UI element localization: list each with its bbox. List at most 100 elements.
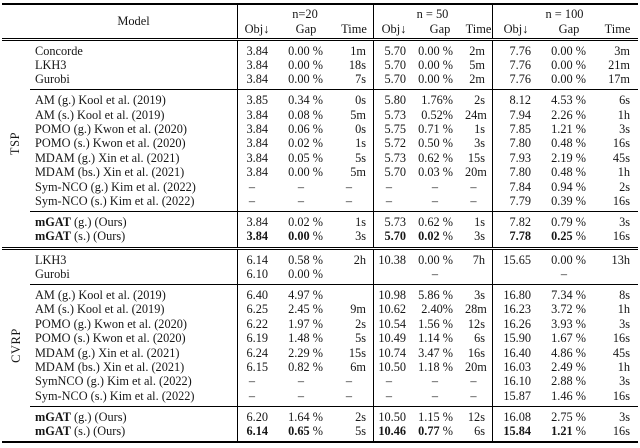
n50-obj-cell: 5.70	[384, 57, 406, 72]
n20-gap-cell: 0.00 %	[288, 229, 323, 244]
n20-time-cell: 18s	[348, 57, 366, 72]
model-cell: mGAT (g.) (Ours)	[35, 214, 127, 229]
n20-time-cell: 1s	[355, 214, 366, 229]
n20-gap-cell: 0.00 %	[288, 165, 323, 180]
n50-gap-cell: –	[431, 267, 439, 282]
n20-gap-cell: 0.00 %	[288, 43, 323, 58]
n100-gap-cell: 3.72 %	[551, 302, 586, 317]
n20-time-cell: 1s	[355, 136, 366, 151]
table-row: Gurobi 3.84 0.00 % 7s 5.70 0.00 % 2m 7.76 0.00 %…	[2, 72, 638, 86]
n50-gap-cell: 0.00 %	[418, 57, 453, 72]
n50-time-cell: 6s	[474, 331, 485, 346]
n50-gap-cell: –	[431, 179, 439, 194]
column-header-n50-time: Time	[465, 21, 492, 36]
n20-time-cell: –	[345, 179, 353, 194]
n100-obj-cell: 15.90	[503, 331, 531, 346]
n50-time-cell: 7h	[472, 252, 485, 267]
n50-time-cell: 12s	[467, 409, 485, 424]
n100-time-cell: 3s	[619, 374, 630, 389]
n50-time-cell: –	[470, 374, 477, 389]
n20-obj-cell: 3.84	[246, 165, 268, 180]
n100-obj-cell: 15.65	[503, 252, 531, 267]
n100-time-cell: 3s	[619, 214, 630, 229]
n100-gap-cell: 0.48 %	[551, 136, 586, 151]
n20-obj-cell: 3.84	[246, 57, 268, 72]
n100-time-cell: 45s	[612, 345, 630, 360]
n50-obj-cell: 5.70	[384, 229, 406, 244]
n100-time-cell: 1h	[617, 107, 630, 122]
section-label-tsp: TSP	[2, 41, 30, 247]
table-row: LKH3 3.84 0.00 % 18s 5.70 0.00 % 5m 7.76 0.00 % 2…	[2, 58, 638, 72]
n100-gap-cell: 0.00 %	[551, 252, 586, 267]
table-row: AM (s.) Kool et al. (2019) 6.25 2.45 % 9m 10…	[2, 302, 638, 316]
section-separator-double-rule	[2, 246, 638, 251]
n100-gap-cell: 1.21 %	[551, 424, 586, 439]
n100-obj-cell: 7.76	[509, 43, 531, 58]
column-header-n50-gap: Gap	[429, 21, 451, 36]
n20-time-cell: 5s	[355, 424, 366, 439]
n50-gap-cell: 0.03 %	[418, 165, 453, 180]
n100-gap-cell: 7.34 %	[551, 288, 586, 303]
n100-obj-cell: 16.23	[503, 302, 531, 317]
n100-time-cell: 2s	[619, 179, 630, 194]
n50-gap-cell: 1.18 %	[418, 360, 453, 374]
midrule	[30, 405, 638, 407]
table-row: MDAM (g.) Xin et al. (2021) 6.24 2.29 % 15s…	[2, 346, 638, 360]
table-row: MDAM (bs.) Xin et al. (2021) 6.15 0.82 % 6m…	[2, 360, 638, 374]
n50-gap-cell: 2.40%	[421, 302, 453, 317]
n100-obj-cell	[492, 267, 540, 281]
n100-time-cell: 16s	[612, 424, 630, 439]
n50-obj-cell: 5.70	[384, 72, 406, 87]
n100-obj-cell: 7.93	[509, 150, 531, 165]
vertical-rule	[373, 4, 374, 38]
n20-gap-cell: 0.34 %	[288, 93, 323, 108]
model-cell: MDAM (g.) Xin et al. (2021)	[35, 345, 180, 360]
n20-time-cell: –	[345, 194, 353, 208]
table-row: LKH3 6.14 0.58 % 2h 10.38 0.00 % 7h 15.65 0.00 %…	[2, 253, 638, 267]
n50-gap-cell: 1.56 %	[418, 316, 453, 331]
n20-obj-cell: 3.84	[246, 43, 268, 58]
n100-gap-cell: 0.94 %	[551, 179, 586, 194]
n20-gap-cell: –	[297, 194, 305, 208]
section-label-text: CVRP	[8, 328, 23, 364]
n50-gap-cell: 0.00 %	[418, 72, 453, 87]
table-row: Gurobi 6.10 0.00 % – –	[2, 267, 638, 281]
column-header-n100-obj: Obj↓	[503, 21, 529, 36]
n50-obj-cell: 10.50	[378, 360, 406, 374]
n20-obj-cell: 6.14	[246, 252, 268, 267]
n50-gap-cell: 0.50 %	[418, 136, 453, 151]
column-header-n50-obj: Obj↓	[381, 21, 407, 36]
n100-time-cell: 17m	[608, 72, 630, 87]
n50-obj-cell: –	[385, 179, 393, 194]
n100-gap-cell: –	[560, 267, 568, 282]
top-rule	[2, 3, 638, 5]
n50-gap-cell: –	[431, 374, 439, 389]
n100-obj-cell: 16.03	[503, 360, 531, 374]
model-cell: Concorde	[35, 43, 83, 58]
n50-time-cell: 2m	[469, 72, 485, 87]
n50-obj-cell: 5.72	[384, 136, 406, 151]
table-row: mGAT (s.) (Ours) 6.14 0.65 % 5s 10.46 0.77 % 6…	[2, 424, 638, 438]
n50-gap-cell: 0.77 %	[418, 424, 453, 439]
vertical-rule	[237, 250, 238, 442]
n50-gap-cell: 0.52%	[421, 107, 453, 122]
n20-gap-cell: –	[297, 374, 305, 389]
model-cell: MDAM (g.) Xin et al. (2021)	[35, 150, 180, 165]
n100-obj-cell: 16.10	[503, 374, 531, 389]
n100-obj-cell: 7.76	[509, 57, 531, 72]
column-header-n20-obj: Obj↓	[244, 21, 270, 36]
column-header-model: Model	[117, 13, 150, 28]
n20-gap-cell: –	[297, 179, 305, 194]
n50-gap-cell: 1.14 %	[418, 331, 453, 346]
vertical-rule	[492, 250, 493, 442]
table-row: POMO (s.) Kwon et al. (2020) 6.19 1.48 % 5s…	[2, 331, 638, 345]
n20-time-cell: 2s	[355, 316, 366, 331]
n100-gap-cell: 0.00 %	[551, 72, 586, 87]
n100-obj-cell: 7.80	[509, 165, 531, 180]
n50-gap-cell: –	[431, 194, 439, 208]
model-cell: Gurobi	[35, 72, 70, 87]
n20-time-cell: 0s	[355, 93, 366, 108]
n100-time-cell: 16s	[612, 331, 630, 346]
section-cvrp: CVRP LKH3 6.14 0.58 % 2h 10.38 0.00 % 7h 15.65 0.…	[2, 250, 638, 442]
n100-time-cell	[598, 267, 637, 281]
